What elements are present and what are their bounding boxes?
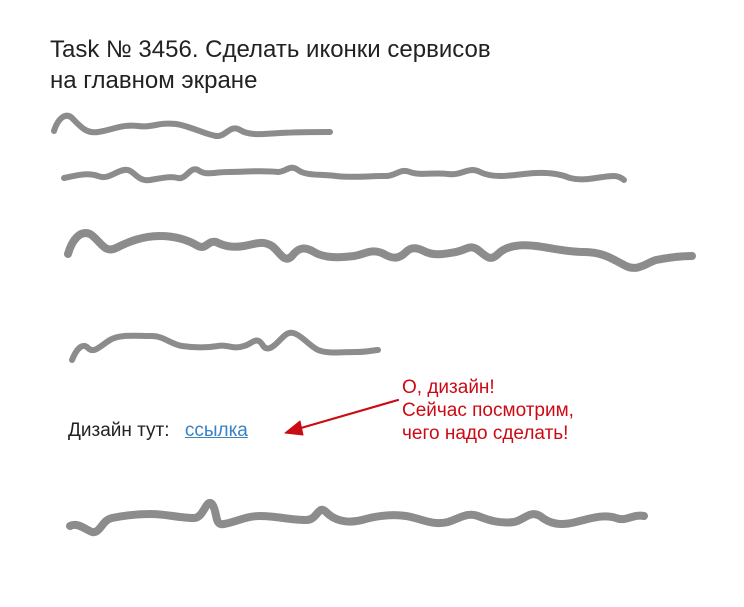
task-title-line-1: Task № 3456. Сделать иконки сервисов — [50, 36, 491, 63]
task-title-line-2: на главном экране — [50, 67, 258, 94]
comment-note: О, дизайн! Сейчас посмотрим, чего надо с… — [402, 376, 574, 445]
scribble-line-1 — [51, 112, 333, 139]
scribble-line-4 — [69, 329, 381, 363]
task-title: Task № 3456. Сделать иконки сервисов на … — [50, 34, 491, 96]
comment-line-1: О, дизайн! — [402, 377, 495, 398]
arrow-icon — [284, 398, 400, 436]
comment-line-2: Сейчас посмотрим, — [402, 400, 574, 421]
scribble-line-5 — [66, 498, 648, 537]
design-link[interactable]: ссылка — [184, 420, 248, 441]
scribble-line-2 — [61, 164, 627, 184]
design-label: Дизайн тут: — [68, 420, 170, 441]
design-row: Дизайн тут: ссылка — [68, 420, 248, 442]
comment-line-3: чего надо сделать! — [402, 423, 569, 444]
scribble-line-3 — [64, 229, 696, 272]
